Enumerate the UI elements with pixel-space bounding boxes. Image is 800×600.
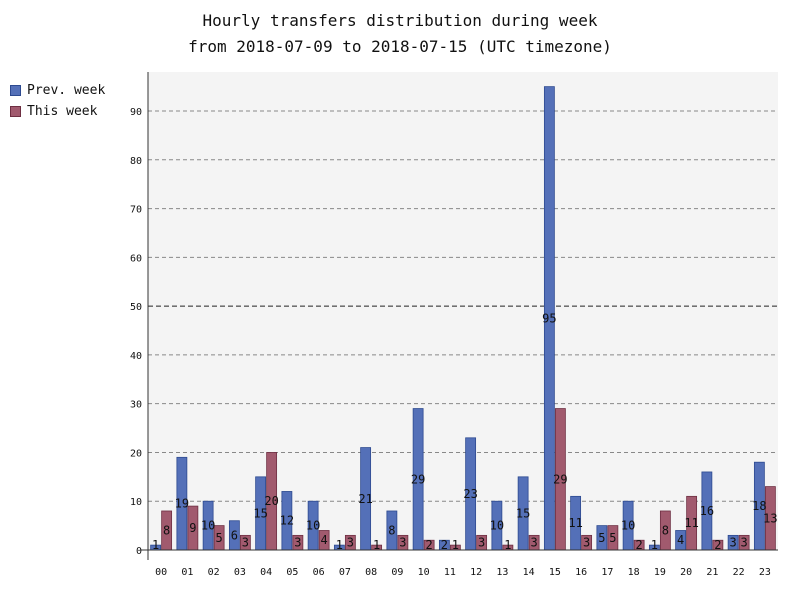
x-tick-label: 14 <box>523 567 535 578</box>
x-tick-label: 09 <box>391 567 403 578</box>
x-tick-label: 23 <box>759 567 771 578</box>
x-tick-label: 03 <box>234 567 246 578</box>
data-label-prev-week-11: 2 <box>441 538 448 552</box>
y-tick-label: 60 <box>130 253 142 264</box>
x-tick-label: 11 <box>444 567 456 578</box>
data-label-this-week-22: 3 <box>741 536 748 550</box>
x-tick-label: 07 <box>339 567 351 578</box>
data-label-prev-week-13: 10 <box>490 519 504 533</box>
x-tick-label: 17 <box>601 567 613 578</box>
y-tick-label: 80 <box>130 156 142 167</box>
legend-label-this-week: This week <box>27 104 98 119</box>
data-label-prev-week-02: 10 <box>201 519 215 533</box>
data-label-prev-week-14: 15 <box>516 506 530 520</box>
data-label-prev-week-15: 95 <box>542 311 556 325</box>
data-label-prev-week-06: 10 <box>306 519 320 533</box>
data-label-this-week-23: 13 <box>763 511 777 525</box>
data-label-this-week-19: 8 <box>662 523 669 537</box>
x-tick-label: 00 <box>155 567 167 578</box>
x-tick-label: 12 <box>470 567 482 578</box>
x-tick-label: 16 <box>575 567 587 578</box>
legend-swatch-this-week <box>10 106 21 117</box>
x-tick-label: 13 <box>496 567 508 578</box>
y-tick-label: 40 <box>130 351 142 362</box>
data-label-prev-week-23: 18 <box>752 499 766 513</box>
data-label-prev-week-00: 1 <box>152 538 159 552</box>
data-label-prev-week-05: 12 <box>280 514 294 528</box>
y-tick-label: 90 <box>130 107 142 118</box>
x-tick-label: 15 <box>549 567 561 578</box>
plot-background <box>148 72 778 550</box>
data-label-this-week-17: 5 <box>609 531 616 545</box>
data-label-this-week-07: 3 <box>347 536 354 550</box>
data-label-this-week-04: 20 <box>264 494 278 508</box>
x-tick-label: 08 <box>365 567 377 578</box>
data-label-this-week-06: 4 <box>321 533 328 547</box>
x-tick-label: 22 <box>733 567 745 578</box>
bars <box>150 86 776 551</box>
data-label-prev-week-20: 4 <box>677 533 684 547</box>
data-label-this-week-00: 8 <box>163 523 170 537</box>
y-tick-label: 30 <box>130 400 142 411</box>
data-label-prev-week-12: 23 <box>463 487 477 501</box>
data-label-prev-week-03: 6 <box>231 528 238 542</box>
data-label-prev-week-19: 1 <box>651 538 658 552</box>
chart-title-line-2: from 2018-07-09 to 2018-07-15 (UTC timez… <box>188 37 612 56</box>
data-label-this-week-03: 3 <box>242 536 249 550</box>
x-tick-label: 18 <box>628 567 640 578</box>
data-label-prev-week-07: 1 <box>336 538 343 552</box>
data-label-prev-week-08: 21 <box>358 492 372 506</box>
y-tick-label: 0 <box>136 546 142 557</box>
data-label-prev-week-17: 5 <box>598 531 605 545</box>
data-label-prev-week-09: 8 <box>388 523 395 537</box>
data-label-prev-week-10: 29 <box>411 472 425 486</box>
chart-title: Hourly transfers distribution during wee… <box>0 8 800 60</box>
data-label-prev-week-21: 16 <box>700 504 714 518</box>
axes: 0 10 20 30 40 50 60 70 80 90 00 01 02 03 04 05 06 07 08 09 1… <box>130 72 778 578</box>
data-label-this-week-14: 3 <box>531 536 538 550</box>
data-label-this-week-13: 1 <box>504 538 511 552</box>
y-tick-label: 50 <box>130 302 142 313</box>
x-tick-label: 19 <box>654 567 666 578</box>
x-tick-label: 10 <box>418 567 430 578</box>
data-label-this-week-16: 3 <box>583 536 590 550</box>
data-label-this-week-02: 5 <box>216 531 223 545</box>
data-label-this-week-08: 1 <box>373 538 380 552</box>
data-label-prev-week-16: 11 <box>568 516 582 530</box>
y-tick-label: 20 <box>130 448 142 459</box>
data-label-this-week-15: 29 <box>553 472 567 486</box>
x-tick-label: 04 <box>260 567 272 578</box>
data-label-this-week-09: 3 <box>399 536 406 550</box>
y-tick-label: 70 <box>130 205 142 216</box>
grid-lines <box>148 110 778 502</box>
legend-label-prev-week: Prev. week <box>27 83 106 98</box>
x-tick-label: 21 <box>706 567 718 578</box>
x-tick-label: 02 <box>208 567 220 578</box>
data-label-this-week-20: 11 <box>684 516 698 530</box>
legend-item-prev-week[interactable]: Prev. week <box>10 80 105 101</box>
data-label-prev-week-22: 3 <box>730 536 737 550</box>
x-tick-label: 01 <box>181 567 193 578</box>
legend-swatch-prev-week <box>10 85 21 96</box>
x-tick-label: 06 <box>313 567 325 578</box>
data-label-prev-week-04: 15 <box>253 506 267 520</box>
data-label-this-week-01: 9 <box>189 521 196 535</box>
legend: Prev. week This week <box>10 80 105 122</box>
y-tick-label: 10 <box>130 497 142 508</box>
data-label-this-week-05: 3 <box>294 536 301 550</box>
data-label-prev-week-18: 10 <box>621 519 635 533</box>
data-label-this-week-10: 2 <box>426 538 433 552</box>
legend-item-this-week[interactable]: This week <box>10 101 105 122</box>
data-label-this-week-21: 2 <box>714 538 721 552</box>
data-label-this-week-12: 3 <box>478 536 485 550</box>
data-label-this-week-18: 2 <box>636 538 643 552</box>
x-tick-label: 05 <box>286 567 298 578</box>
data-label-prev-week-01: 19 <box>175 497 189 511</box>
chart-title-line-1: Hourly transfers distribution during wee… <box>202 11 598 30</box>
x-tick-label: 20 <box>680 567 692 578</box>
data-label-this-week-11: 1 <box>452 538 459 552</box>
